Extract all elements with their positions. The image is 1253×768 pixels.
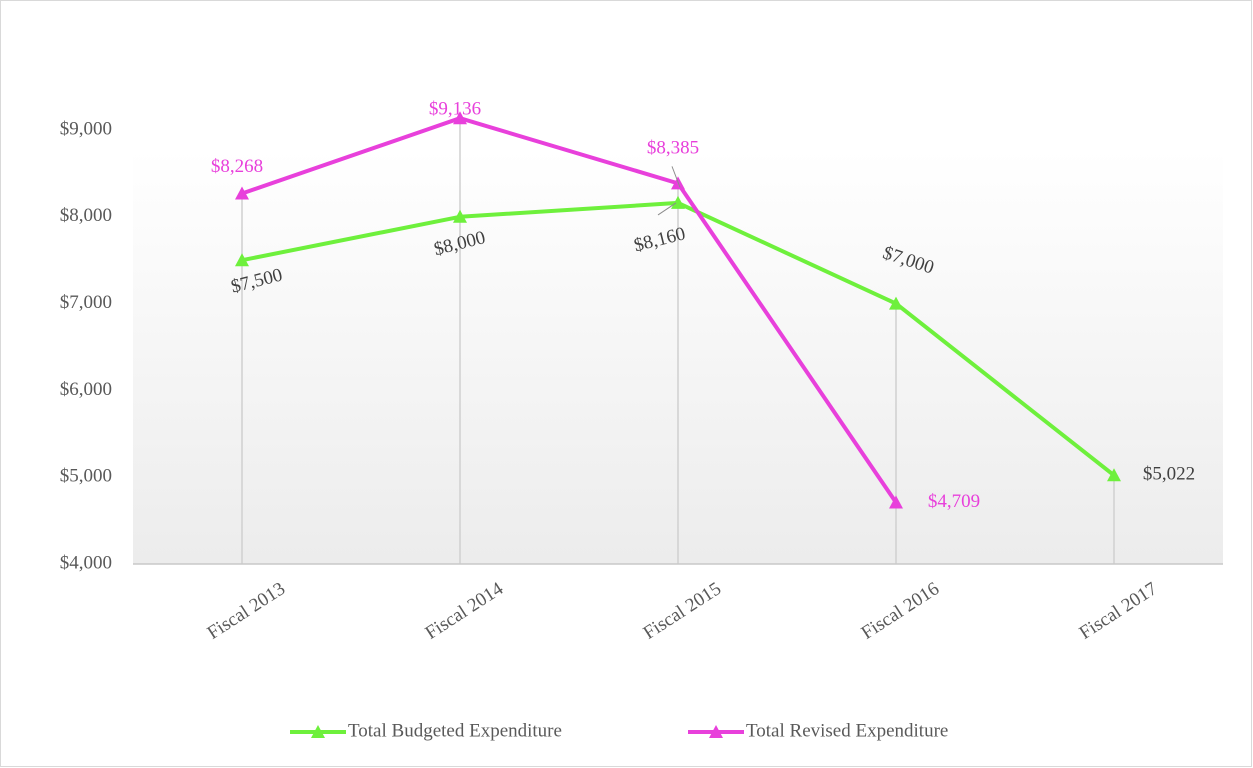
marker [1107, 468, 1121, 482]
marker [453, 111, 467, 125]
marker [235, 253, 249, 267]
data-label: $5,022 [1143, 464, 1195, 485]
y-tick-label: $7,000 [60, 292, 112, 313]
y-tick-label: $4,000 [60, 552, 112, 573]
data-label: $4,709 [928, 491, 980, 512]
series-line [241, 116, 898, 504]
legend-marker [709, 725, 723, 738]
y-tick-label: $9,000 [60, 118, 112, 139]
legend-label: Total Budgeted Expenditure [348, 720, 562, 741]
data-label: $9,136 [429, 99, 481, 120]
y-tick-label: $5,000 [60, 466, 112, 487]
legend-label: Total Revised Expenditure [746, 720, 948, 741]
marker [453, 209, 467, 223]
marker [889, 495, 903, 509]
leader-line [671, 166, 681, 188]
data-label: $8,385 [647, 138, 699, 159]
marker [235, 186, 249, 200]
marker [889, 296, 903, 310]
marker [671, 195, 685, 209]
legend-marker [311, 725, 325, 738]
y-tick-label: $8,000 [60, 205, 112, 226]
y-tick-label: $6,000 [60, 379, 112, 400]
data-label: $8,268 [211, 156, 263, 177]
leader-line [657, 202, 677, 216]
